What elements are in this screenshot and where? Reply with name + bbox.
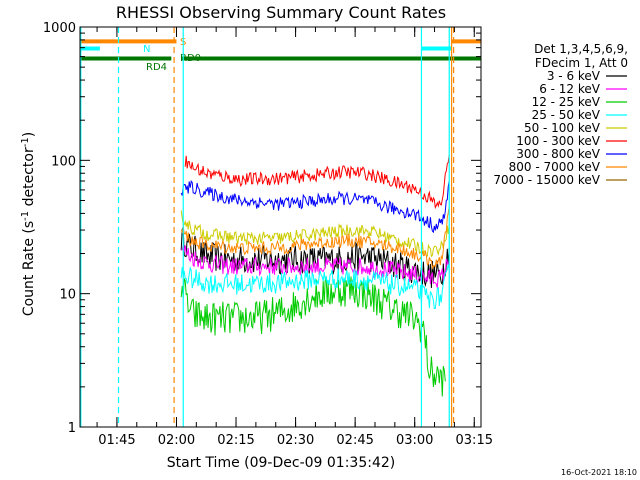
y-axis-label-sup: -1 — [20, 211, 31, 221]
flag-label: N — [143, 44, 150, 55]
legend-header-line: FDecim 1, Att 0 — [535, 56, 628, 70]
y-axis-label-part: Count Rate (s — [21, 221, 37, 316]
vertical-markers — [80, 27, 455, 427]
legend-label: 300 - 800 keV — [516, 147, 600, 161]
series-line — [180, 206, 450, 271]
series-layer — [180, 154, 450, 397]
y-axis-label-sup: -1 — [20, 137, 31, 147]
legend-header-line: Det 1,3,4,5,6,9, — [534, 42, 628, 56]
x-tick-label: 02:30 — [277, 433, 314, 448]
y-tick-label: 100 — [51, 154, 76, 169]
x-tick-label: 03:00 — [396, 433, 433, 448]
series-line — [180, 179, 450, 234]
legend-label: 3 - 6 keV — [547, 69, 601, 83]
x-tick-label: 02:15 — [217, 433, 254, 448]
series-line — [180, 210, 450, 258]
plot-frame — [79, 26, 482, 428]
axes: 1 10 100 1000 01:45 02:00 02:15 02:30 02:45 03:00… — [43, 21, 493, 448]
series-line — [184, 154, 450, 210]
y-axis-label-part: detector — [21, 147, 37, 211]
series-line — [180, 264, 450, 310]
legend-label: 50 - 100 keV — [524, 121, 601, 135]
series-line — [180, 276, 446, 397]
x-axis-label: Start Time (09-Dec-09 01:35:42) — [167, 455, 395, 471]
y-tick-label: 1 — [68, 421, 76, 436]
x-tick-label: 01:45 — [98, 433, 135, 448]
legend-label: 12 - 25 keV — [532, 95, 601, 109]
legend-label: 100 - 300 keV — [516, 134, 600, 148]
legend: Det 1,3,4,5,6,9, FDecim 1, Att 0 3 - 6 k… — [493, 42, 628, 187]
legend-label: 800 - 7000 keV — [509, 160, 601, 174]
y-tick-label: 10 — [59, 288, 76, 303]
series-line — [181, 245, 450, 288]
legend-label: 6 - 12 keV — [539, 82, 601, 96]
legend-label: 7000 - 15000 keV — [493, 173, 600, 187]
flag-label: RD4 — [146, 62, 167, 73]
x-tick-label: 02:45 — [336, 433, 373, 448]
flag-label: RD0 — [180, 53, 201, 64]
date-stamp: 16-Oct-2021 18:10 — [561, 468, 637, 477]
chart-title: RHESSI Observing Summary Count Rates — [116, 3, 446, 22]
x-tick-label: 02:00 — [158, 433, 195, 448]
legend-label: 25 - 50 keV — [532, 108, 601, 122]
y-axis-label: Count Rate (s-1 detector-1) — [20, 132, 38, 316]
y-axis-label-part: ) — [21, 132, 37, 137]
y-tick-label: 1000 — [43, 21, 76, 36]
x-tick-label: 03:15 — [456, 433, 493, 448]
